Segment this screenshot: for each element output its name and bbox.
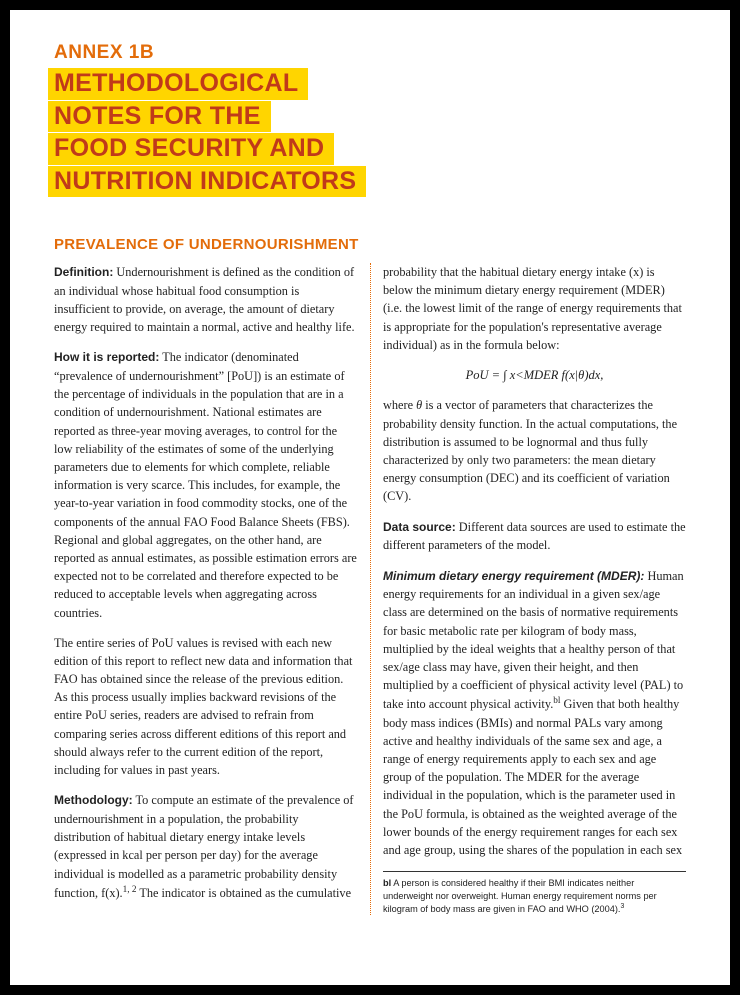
footnote-text: A person is considered healthy if their … xyxy=(383,878,657,914)
data-source-para: Data source: Different data sources are … xyxy=(383,518,686,555)
mder-para: Minimum dietary energy requirement (MDER… xyxy=(383,567,686,860)
footnote: bl A person is considered healthy if the… xyxy=(383,877,686,915)
how-reported-para: How it is reported: The indicator (denom… xyxy=(54,348,357,621)
how-reported-label: How it is reported: xyxy=(54,350,159,364)
mder-label: Minimum dietary energy requirement (MDER… xyxy=(383,569,644,583)
where-para: where θ is a vector of parameters that c… xyxy=(383,396,686,505)
title-line: METHODOLOGICAL xyxy=(48,68,308,100)
definition-label: Definition: xyxy=(54,265,113,279)
title-line: NUTRITION INDICATORS xyxy=(48,166,366,198)
footnote-label: bl xyxy=(383,878,391,888)
section-heading: PREVALENCE OF UNDERNOURISHMENT xyxy=(54,236,686,253)
definition-para: Definition: Undernourishment is defined … xyxy=(54,263,357,336)
title-line: FOOD SECURITY AND xyxy=(48,133,334,165)
title-line: NOTES FOR THE xyxy=(48,101,271,133)
document-page: ANNEX 1B METHODOLOGICAL NOTES FOR THE FO… xyxy=(10,10,730,985)
methodology-text-a: To compute an estimate of the prevalence… xyxy=(54,793,354,900)
where-text-a: where xyxy=(383,398,416,412)
page-title: METHODOLOGICAL NOTES FOR THE FOOD SECURI… xyxy=(54,68,686,198)
formula: PoU = ∫ x<MDER f(x|θ)dx, xyxy=(383,366,686,385)
mder-text-b: Given that both healthy body mass indice… xyxy=(383,697,682,857)
footnote-separator xyxy=(383,871,686,872)
footnote-block: bl A person is considered healthy if the… xyxy=(383,871,686,915)
footnote-sup: 3 xyxy=(620,903,624,910)
data-source-label: Data source: xyxy=(383,520,456,534)
body-columns: Definition: Undernourishment is defined … xyxy=(54,263,686,915)
methodology-label: Methodology: xyxy=(54,793,133,807)
where-text-b: is a vector of parameters that character… xyxy=(383,398,677,503)
annex-label: ANNEX 1B xyxy=(54,42,686,64)
methodology-sup: 1, 2 xyxy=(123,884,137,894)
how-reported-text: The indicator (denominated “prevalence o… xyxy=(54,350,357,619)
mder-text-a: Human energy requirements for an individ… xyxy=(383,569,684,712)
series-para: The entire series of PoU values is revis… xyxy=(54,634,357,780)
